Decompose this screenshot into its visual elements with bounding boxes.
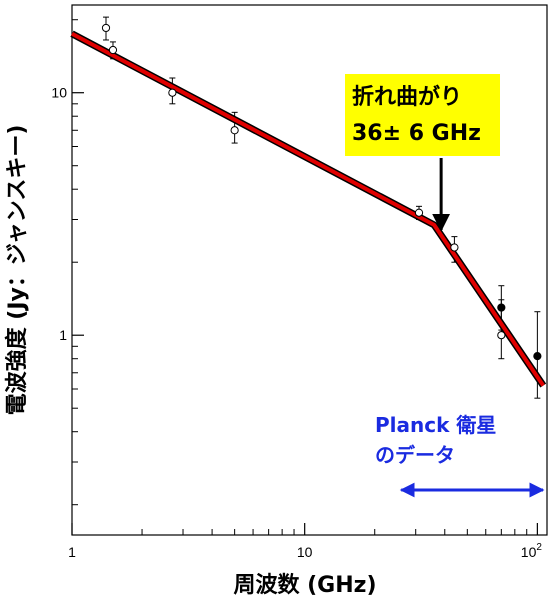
data-point-open [230,126,239,135]
minor-ticks [72,19,528,535]
x-tick-label: 10 [297,544,313,560]
callout-box [345,74,500,156]
data-point-open [168,88,177,97]
data-point-filled [533,352,542,361]
data-point-open [414,208,424,217]
callout-line1: 折れ曲がり [352,84,462,110]
x-tick-label: 1 [68,544,76,560]
y-tick-label: 1 [59,327,67,343]
y-axis-title: 電波強度 (Jy：ジャンスキー) [4,125,30,416]
callout-line2: 36± 6 GHz [352,121,481,146]
data-point-open [101,23,111,33]
data-point-filled [497,303,506,312]
plot-frame [71,4,548,536]
x-tick-label: 102 [521,542,543,560]
data-point-open [450,243,459,252]
major-ticks [71,92,538,535]
markers [101,23,542,361]
data-point-open [108,45,118,55]
x-axis-title: 周波数 (GHz) [233,572,376,598]
y-tick-label: 10 [51,85,67,101]
planck-label-line1: Planck 衛星 [375,413,496,437]
planck-label-line2: のデータ [375,443,455,467]
data-point-open [497,331,506,340]
